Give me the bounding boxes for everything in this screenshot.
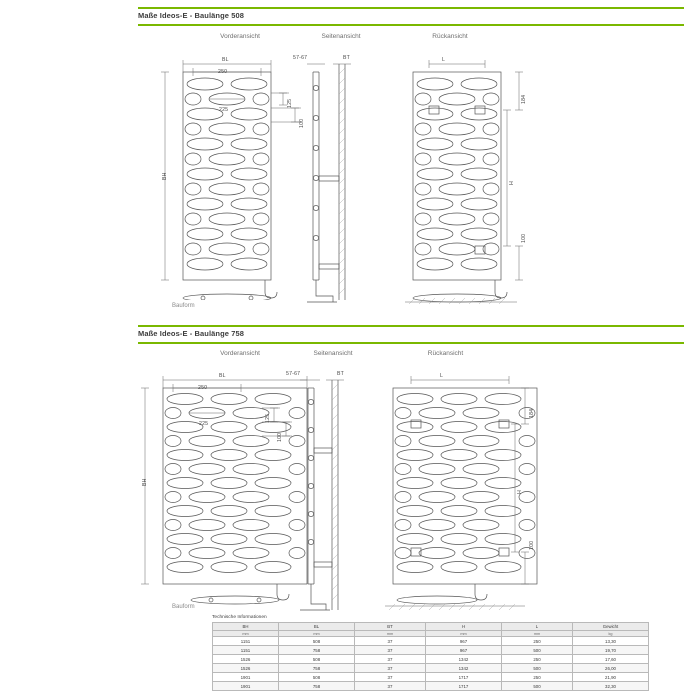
cell-bt: 37 (354, 681, 426, 691)
cell-gewicht: 21,90 (572, 672, 649, 682)
cell-gewicht: 17,60 (572, 654, 649, 664)
cell-l: 250 (501, 636, 573, 646)
dim-184-2: 184 (529, 408, 535, 418)
cell-gewicht: 26,00 (572, 663, 649, 673)
cell-gewicht: 13,30 (572, 636, 649, 646)
cell-h: 967 (425, 645, 502, 655)
table-row: 1526 508 37 1342 250 17,60 (212, 654, 649, 664)
dim-depth-2: 57-67 (286, 371, 301, 377)
th-bt: BT (354, 622, 426, 631)
front-view-drawing-2 (141, 376, 308, 605)
view-label-back-2: Rückansicht (427, 350, 464, 357)
view-label-back-1: Rückansicht (432, 33, 468, 40)
dim-100r-2: 100 (529, 540, 535, 550)
front-view-drawing-1 (161, 60, 301, 300)
table-header-row: BH BL BT H L Gewicht (212, 622, 649, 631)
cell-bl: 758 (278, 645, 355, 655)
view-label-front-1: Vorderansicht (220, 33, 260, 40)
bauform-label-2: Bauform (172, 604, 195, 610)
section-1-rule-bottom (138, 24, 684, 26)
cell-h: 1342 (425, 663, 502, 673)
section-2-rule-bottom (138, 342, 684, 344)
cell-bt: 37 (354, 636, 426, 646)
dim-225-1: 225 (219, 107, 229, 113)
table-row: 1901 508 37 1717 250 21,90 (212, 672, 649, 682)
th-l: L (501, 622, 573, 631)
cell-bt: 37 (354, 663, 426, 673)
cell-l: 250 (501, 654, 573, 664)
cell-bh: 1151 (212, 645, 279, 655)
table-row: 1526 758 37 1342 500 26,00 (212, 663, 649, 673)
bauform-label-1: Bauform (172, 303, 195, 309)
dim-h-1: H (509, 181, 515, 185)
back-view-drawing-1 (405, 60, 523, 305)
cell-l: 250 (501, 672, 573, 682)
section-2-title: Maße Ideos-E - Baulänge 758 (138, 329, 245, 338)
cell-h: 967 (425, 636, 502, 646)
dim-l-1: L (442, 57, 446, 63)
dim-250-1: 250 (218, 69, 228, 75)
cell-bt: 37 (354, 654, 426, 664)
view-label-side-2: Seitenansicht (313, 350, 353, 357)
dim-bt-1: BT (343, 55, 351, 61)
dim-bh-2: BH (142, 478, 148, 486)
dim-250-2: 250 (198, 385, 208, 391)
section-baulaenge-758: Maße Ideos-E - Baulänge 758 Vorderansich… (0, 318, 700, 618)
table-row: 1151 508 37 967 250 13,30 (212, 636, 649, 646)
th-bh: BH (212, 622, 279, 631)
cell-h: 1717 (425, 681, 502, 691)
cell-bh: 1526 (212, 663, 279, 673)
cell-l: 500 (501, 645, 573, 655)
section-baulaenge-508: Maße Ideos-E - Baulänge 508 Vorderansich… (0, 0, 700, 318)
cell-bl: 758 (278, 681, 355, 691)
dim-225-2: 225 (199, 421, 209, 427)
cell-bh: 1901 (212, 681, 279, 691)
front-view-right-dims-2 (262, 407, 292, 437)
cell-bt: 37 (354, 645, 426, 655)
cell-bl: 508 (278, 654, 355, 664)
side-view-drawing-1 (307, 63, 351, 303)
section-1-rule-top (138, 7, 684, 9)
spec-table: BH BL BT H L Gewicht mm mm mm mm mm kg 1… (212, 622, 649, 691)
view-label-front-2: Vorderansicht (220, 350, 260, 357)
cell-h: 1342 (425, 654, 502, 664)
th-h: H (425, 622, 502, 631)
table-row: 1901 758 37 1717 500 32,30 (212, 681, 649, 691)
cell-gewicht: 32,30 (572, 681, 649, 691)
view-label-side-1: Seitenansicht (321, 33, 361, 40)
cell-l: 500 (501, 681, 573, 691)
cell-bt: 37 (354, 672, 426, 682)
dim-bl-1: BL (222, 57, 229, 63)
cell-bh: 1151 (212, 636, 279, 646)
back-view-drawing-2 (385, 376, 538, 611)
cell-l: 500 (501, 663, 573, 673)
cell-bh: 1526 (212, 654, 279, 664)
cell-gewicht: 19,70 (572, 645, 649, 655)
dim-bl-2: BL (219, 373, 226, 379)
th-gewicht: Gewicht (572, 622, 649, 631)
cell-bl: 508 (278, 636, 355, 646)
cell-bl: 508 (278, 672, 355, 682)
th-bl: BL (278, 622, 355, 631)
dim-bt-2: BT (337, 371, 345, 377)
dim-100r-1: 100 (521, 233, 527, 243)
dim-184-1: 184 (521, 94, 527, 104)
dim-bh-1: BH (162, 172, 168, 180)
dim-l-2: L (440, 373, 444, 379)
cell-h: 1717 (425, 672, 502, 682)
section-1-title: Maße Ideos-E - Baulänge 508 (138, 11, 245, 20)
technical-info-table: BH BL BT H L Gewicht mm mm mm mm mm kg 1… (212, 622, 649, 691)
table-title: Technische Informationen (212, 615, 267, 620)
cell-bh: 1901 (212, 672, 279, 682)
section-2-rule-top (138, 325, 684, 327)
dim-h-2: H (517, 490, 523, 494)
side-view-drawing-2 (300, 379, 344, 611)
dim-depth-1: 57-67 (293, 55, 308, 61)
table-row: 1151 758 37 967 500 19,70 (212, 645, 649, 655)
cell-bl: 758 (278, 663, 355, 673)
